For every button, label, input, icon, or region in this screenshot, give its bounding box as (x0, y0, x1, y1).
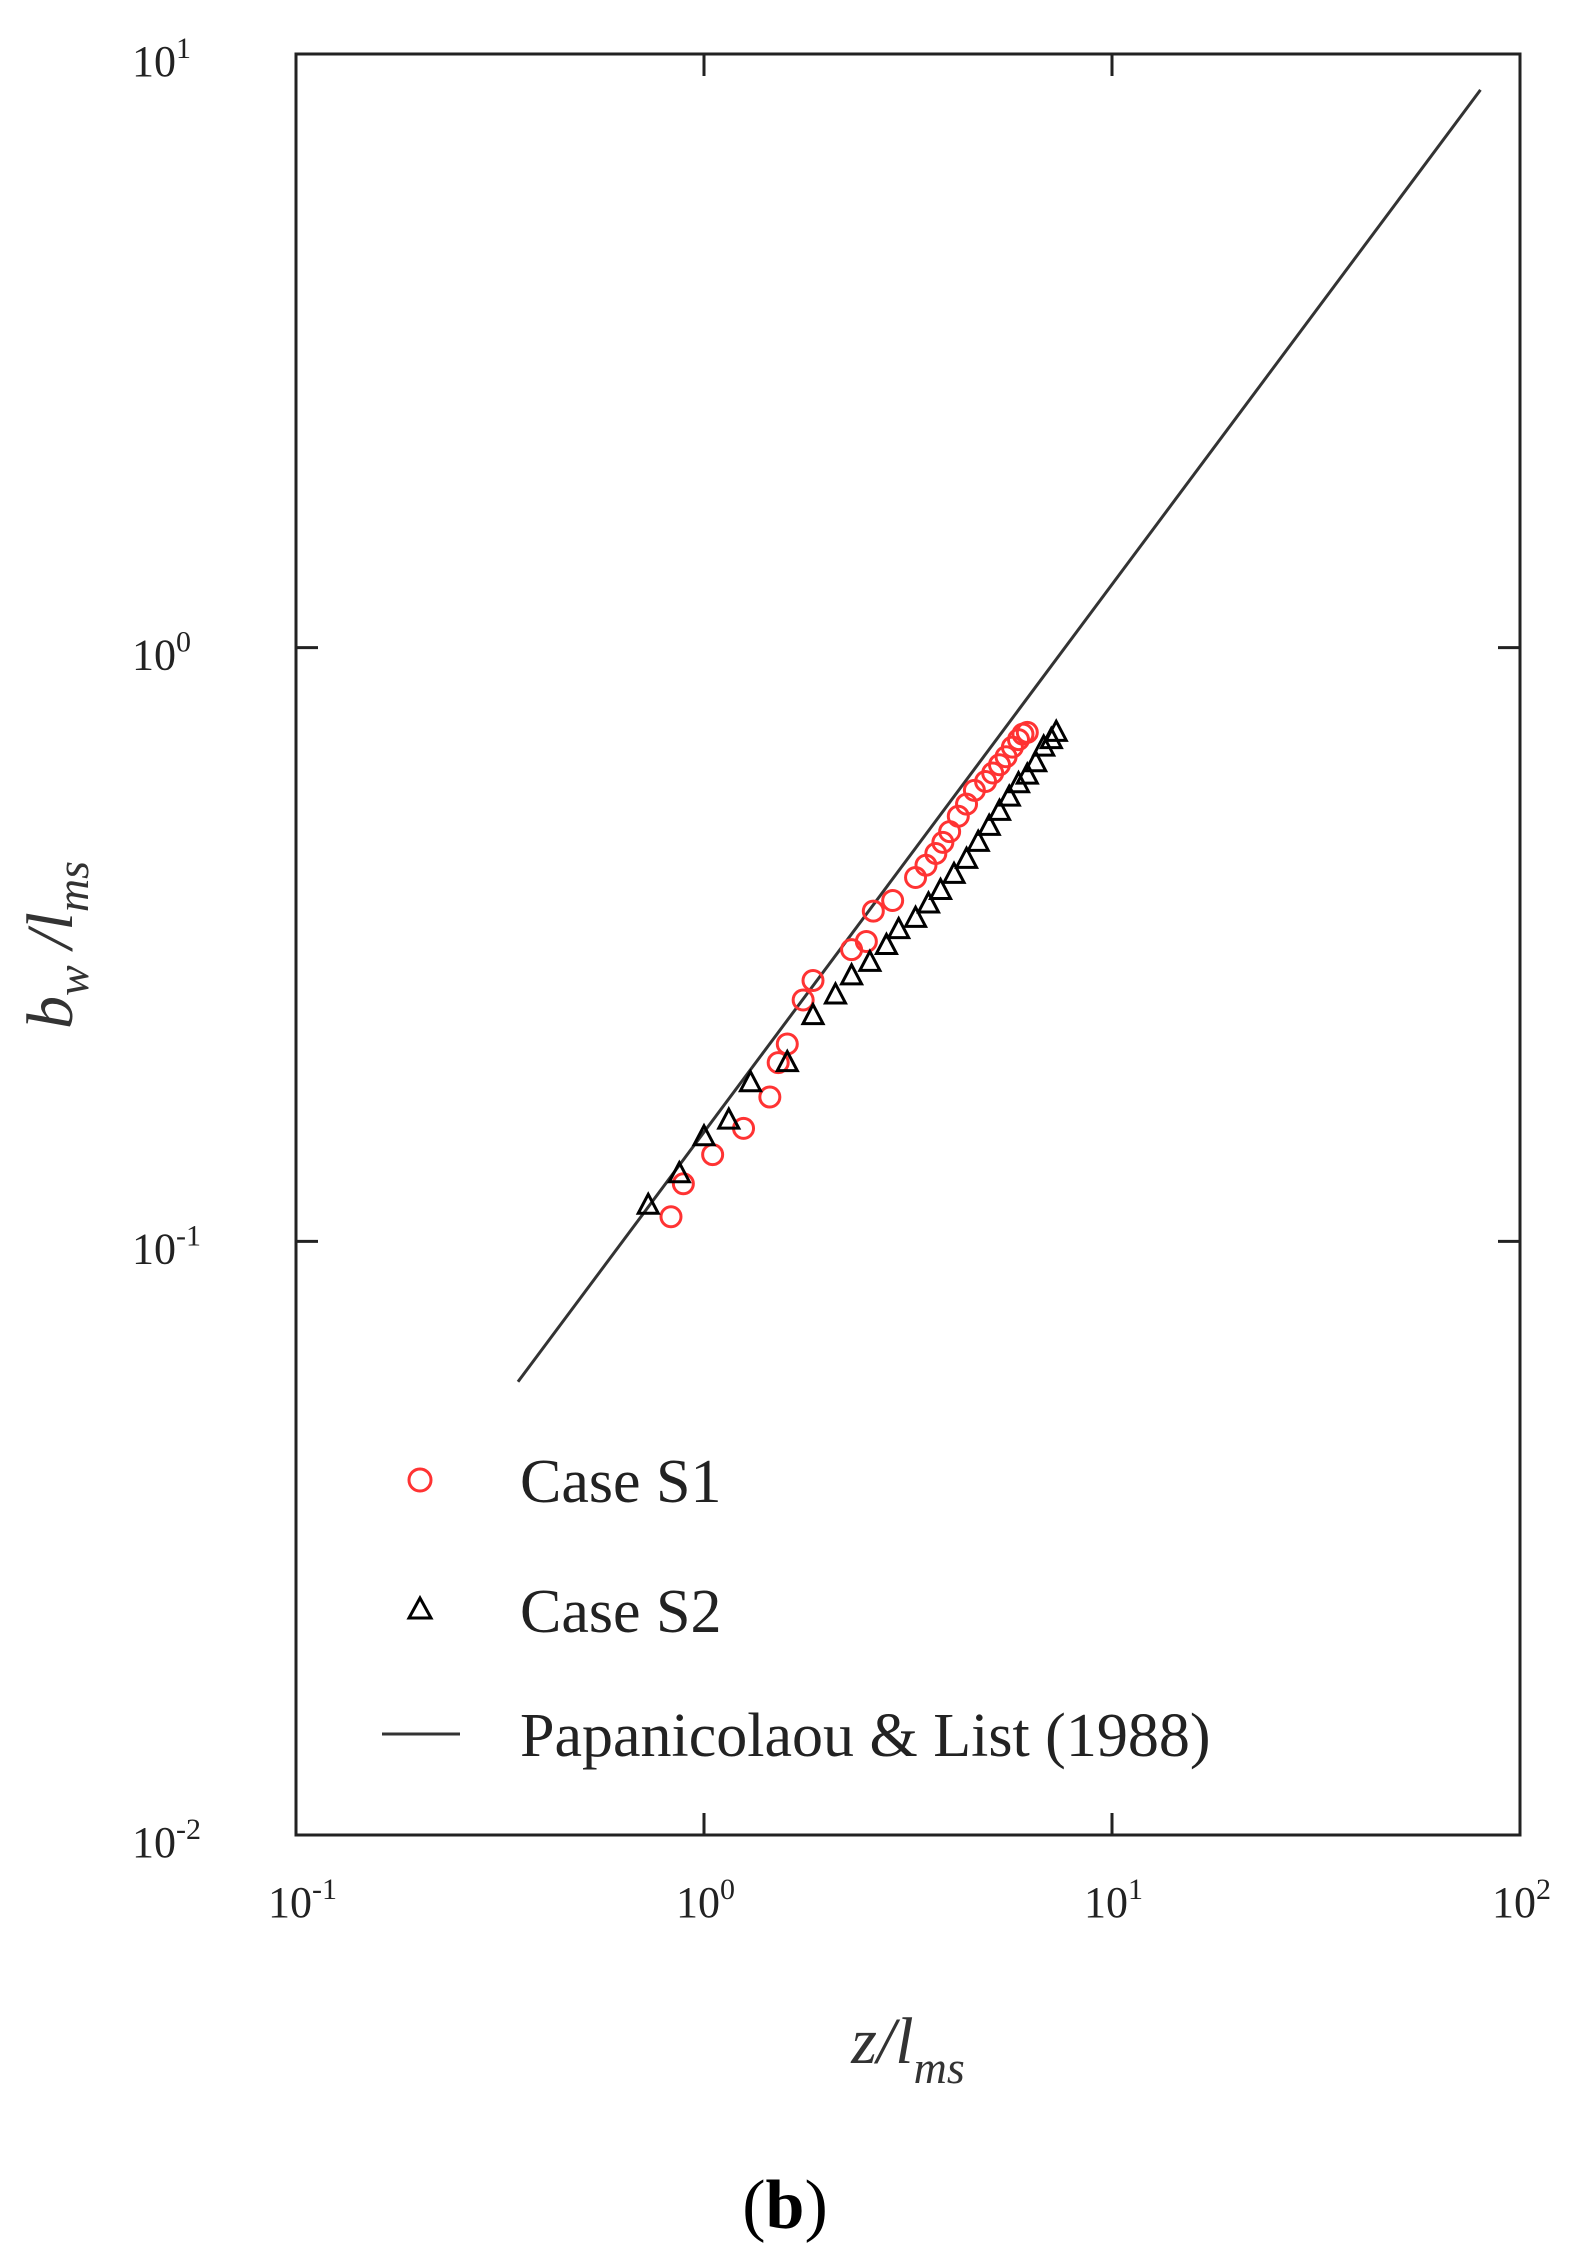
x-tick-label: 10-1 (268, 1873, 337, 1927)
legend-label-line: Papanicolaou & List (1988) (520, 1702, 1210, 1770)
series-line-papanicolaou-list (516, 89, 1482, 1383)
x-axis-label: z/lms (850, 2005, 964, 2093)
x-tick-base: 10 (1084, 1878, 1128, 1927)
point-case-s2 (886, 915, 912, 940)
x-tick-exp: 1 (1128, 1873, 1143, 1906)
legend-marker-case-s1 (407, 1467, 433, 1493)
y-tick-base: 10 (132, 631, 176, 680)
y-tick-label: 100 (132, 626, 191, 680)
x-tick-exp: -1 (312, 1873, 337, 1906)
point-case-s1 (904, 866, 928, 890)
y-tick-label: 101 (132, 32, 191, 86)
point-case-s2 (941, 860, 967, 884)
point-case-s2 (928, 876, 954, 900)
point-case-s2 (903, 904, 929, 928)
y-tick-base: 10 (132, 1818, 176, 1867)
point-case-s1 (924, 842, 948, 866)
point-case-s2 (987, 797, 1012, 821)
point-case-s1 (861, 899, 885, 923)
y-tick-label: 10-1 (132, 1219, 201, 1273)
legend-label-case-s2: Case S2 (520, 1578, 722, 1646)
point-case-s2 (976, 812, 1002, 836)
panel-label-open: ( (742, 2167, 765, 2244)
point-case-s1 (659, 1205, 683, 1229)
panel-label-close: ) (804, 2167, 827, 2244)
y-tick-base: 10 (132, 1224, 176, 1273)
point-case-s2 (965, 828, 991, 852)
point-case-s2 (822, 980, 848, 1005)
x-tick-exp: 0 (720, 1873, 735, 1906)
point-case-s1 (791, 988, 815, 1012)
x-tick-label: 102 (1492, 1873, 1551, 1927)
point-case-s2 (691, 1122, 717, 1147)
point-case-s2 (716, 1105, 742, 1130)
x-tick-exp: 2 (1536, 1873, 1551, 1906)
point-case-s2 (738, 1068, 763, 1093)
x-tick-base: 10 (1492, 1878, 1536, 1927)
points-layer (635, 718, 1069, 1229)
x-axis-label-main: z/l (850, 2005, 913, 2078)
plot-frame (294, 52, 1522, 1837)
y-tick-exp: -1 (176, 1219, 201, 1252)
point-case-s1 (671, 1172, 695, 1196)
legend-label-case-s1: Case S1 (520, 1448, 722, 1516)
point-case-s2 (1023, 748, 1049, 773)
point-case-s2 (839, 961, 865, 986)
point-case-s2 (800, 1001, 826, 1026)
y-axis-label-mid: /l (14, 912, 87, 965)
point-case-s2 (996, 782, 1022, 807)
point-case-s2 (954, 845, 980, 869)
point-case-s2 (635, 1191, 661, 1215)
point-case-s2 (1031, 732, 1057, 757)
legend: Case S1 Case S2 Papanicolaou & List (198… (382, 1448, 1210, 1770)
x-tick-base: 10 (676, 1878, 720, 1927)
x-tick-label: 101 (1084, 1873, 1143, 1927)
point-case-s2 (857, 948, 883, 972)
point-case-s1 (701, 1143, 725, 1167)
point-case-s2 (1014, 760, 1040, 785)
panel-label-letter: b (766, 2167, 805, 2244)
y-tick-base: 10 (132, 37, 176, 86)
x-tick-label: 100 (676, 1873, 735, 1927)
y-tick-label: 10-2 (132, 1813, 201, 1867)
point-case-s1 (881, 889, 905, 913)
y-tick-exp: 1 (176, 32, 191, 65)
point-case-s1 (758, 1085, 782, 1109)
y-axis-label-sub-w: w (47, 965, 98, 996)
point-case-s1 (854, 929, 878, 953)
y-tick-exp: 0 (176, 626, 191, 659)
point-case-s2 (1043, 718, 1069, 742)
x-axis-label-sub: ms (914, 2042, 965, 2093)
point-case-s2 (873, 931, 899, 956)
point-case-s2 (916, 889, 941, 914)
y-axis-label-main: b (14, 996, 87, 1029)
x-tick-base: 10 (268, 1878, 312, 1927)
point-case-s1 (946, 804, 970, 828)
y-axis-label-sub-ms: ms (47, 861, 98, 912)
point-case-s2 (774, 1048, 800, 1073)
point-case-s1 (766, 1051, 790, 1075)
panel-label: (b) (742, 2167, 828, 2244)
point-case-s2 (666, 1159, 692, 1184)
point-case-s1 (801, 969, 825, 993)
point-case-s1 (1015, 720, 1039, 744)
y-tick-exp: -2 (176, 1813, 201, 1846)
y-axis-label: bw /lms (14, 861, 98, 1029)
legend-marker-case-s2 (406, 1594, 434, 1620)
reference-line-layer (516, 89, 1482, 1383)
